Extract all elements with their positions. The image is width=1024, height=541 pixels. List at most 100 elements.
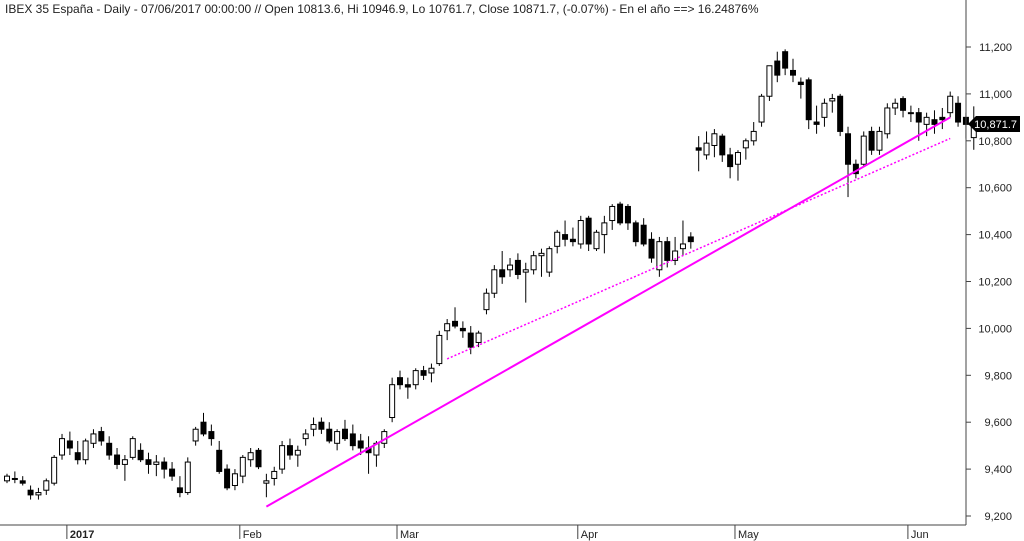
candle: [860, 131, 867, 167]
candle: [656, 236, 663, 277]
candle: [43, 478, 50, 495]
candle: [326, 422, 333, 444]
candle: [302, 429, 309, 446]
candle: [4, 473, 10, 484]
candle: [255, 447, 262, 470]
candle: [19, 476, 26, 486]
candle-body: [255, 449, 262, 468]
candle: [624, 204, 631, 230]
candle-body: [491, 269, 498, 294]
candle: [334, 429, 341, 451]
candle-body: [192, 428, 199, 442]
candle-body: [239, 456, 246, 477]
candle-body: [790, 69, 796, 76]
price-tag-text: 10,871.7: [974, 119, 1017, 131]
candle: [727, 147, 734, 179]
candle-body: [742, 140, 749, 149]
candle: [444, 319, 451, 341]
candle: [703, 131, 710, 160]
candle: [404, 377, 411, 399]
candle-body: [892, 102, 899, 109]
candle: [200, 412, 207, 437]
candle-body: [711, 133, 718, 146]
candles-layer: [4, 49, 977, 500]
candle-body: [121, 459, 128, 465]
candle-body: [428, 367, 435, 374]
candle: [577, 215, 584, 249]
candle-body: [907, 112, 914, 115]
candle-body: [562, 234, 569, 240]
candle-body: [538, 252, 545, 257]
candle-body: [412, 370, 419, 386]
axes-layer: [0, 0, 967, 526]
candle-body: [640, 224, 647, 245]
candle-body: [609, 205, 616, 222]
candle-body: [923, 116, 930, 125]
candle-body: [648, 238, 655, 259]
candle: [499, 251, 506, 284]
x-month-label: Apr: [581, 529, 598, 541]
candle: [797, 77, 804, 99]
candle-body: [145, 459, 152, 465]
y-tick-label: 9,600: [984, 417, 1012, 429]
x-month-label: Jun: [911, 529, 929, 541]
candle: [868, 126, 875, 155]
candle: [884, 103, 891, 139]
candle: [341, 419, 348, 441]
candle-body: [74, 452, 81, 461]
candle-body: [231, 473, 238, 487]
candle: [766, 65, 773, 101]
candle-body: [90, 433, 97, 444]
candle-body: [349, 433, 356, 447]
candle: [648, 232, 655, 263]
candle-body: [719, 135, 726, 156]
candle-body: [224, 468, 231, 489]
candle-body: [758, 95, 765, 123]
candle: [82, 438, 89, 465]
y-tick-label: 9,800: [984, 370, 1012, 382]
trendline-dotted: [446, 137, 951, 360]
candle: [530, 251, 537, 275]
candle: [153, 455, 160, 477]
candle-body: [664, 241, 671, 261]
candle: [837, 93, 844, 137]
candle: [750, 122, 757, 146]
candle-body: [624, 205, 631, 224]
candle: [585, 215, 592, 252]
candle: [711, 129, 718, 158]
candle: [349, 424, 356, 451]
candle: [310, 417, 317, 437]
candle: [420, 365, 427, 380]
candle-body: [593, 231, 600, 250]
candle: [947, 91, 954, 118]
candle-body: [483, 292, 490, 311]
candle-body: [4, 475, 10, 482]
candle: [176, 476, 183, 498]
candle-body: [522, 269, 529, 273]
candle: [679, 220, 686, 256]
candle: [239, 455, 246, 484]
candle-body: [114, 454, 121, 465]
candle: [208, 424, 215, 446]
y-tick-label: 11,000: [979, 89, 1012, 101]
candle: [27, 485, 34, 500]
candle-body: [837, 95, 844, 132]
trendline-solid: [265, 116, 951, 508]
candle-body: [876, 130, 883, 151]
candle: [475, 330, 482, 348]
candle: [279, 440, 286, 474]
candle-body: [931, 119, 938, 125]
x-month-label: 2017: [70, 529, 94, 541]
candle: [562, 220, 569, 247]
y-tick-label: 10,800: [978, 136, 1012, 148]
candle-body: [774, 60, 781, 76]
candle-body: [915, 112, 922, 123]
candle-body: [161, 461, 168, 470]
candle: [758, 93, 765, 127]
candle: [491, 265, 498, 298]
candle: [774, 51, 781, 83]
candle-body: [703, 142, 710, 156]
candle-body: [11, 477, 18, 480]
